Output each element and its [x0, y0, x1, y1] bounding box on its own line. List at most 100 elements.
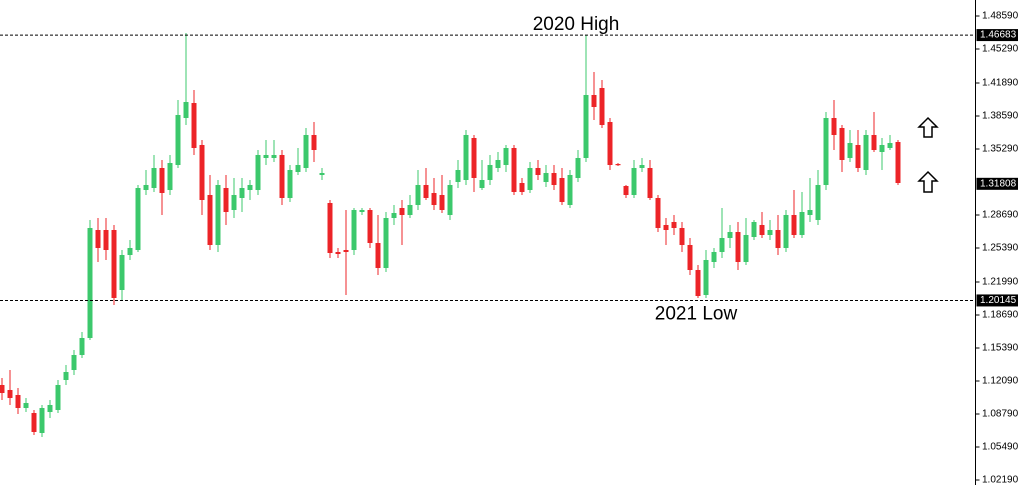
level-price-box: [976, 29, 1018, 42]
candle-body: [695, 270, 701, 296]
y-tick-label: 1.21990: [982, 277, 1018, 288]
y-tick-label: 1.05490: [982, 442, 1018, 453]
candle-body: [47, 405, 53, 412]
candle-body: [767, 230, 773, 235]
candle-body: [295, 165, 301, 172]
candle-body: [175, 115, 181, 165]
candle-body: [527, 168, 533, 190]
candle-body: [375, 243, 381, 268]
candle-body: [503, 148, 509, 165]
candle-body: [287, 170, 293, 198]
y-tick-label: 1.38590: [982, 111, 1018, 122]
candle-body: [815, 185, 821, 220]
candle-body: [583, 95, 589, 158]
candle-body: [511, 148, 517, 192]
candle-body: [359, 210, 365, 212]
candle-body: [751, 222, 757, 237]
candle-body: [719, 238, 725, 252]
candle-body: [71, 355, 77, 370]
y-tick-label: 1.15390: [982, 343, 1018, 354]
candle-body: [655, 198, 661, 228]
candle-body: [423, 185, 429, 198]
candle-body: [23, 403, 29, 408]
candle-body: [631, 168, 637, 195]
candle-body: [79, 338, 85, 355]
candle-body: [551, 173, 557, 185]
candle-body: [471, 138, 477, 178]
y-tick-label: 1.08790: [982, 409, 1018, 420]
last-price-label: 1.31808: [980, 178, 1017, 189]
level-price-label: 1.46683: [980, 30, 1017, 41]
candle-body: [799, 212, 805, 235]
candle-body: [823, 118, 829, 185]
candle-body: [319, 173, 325, 175]
candle-body: [383, 218, 389, 268]
candle-body: [639, 165, 645, 168]
candle-body: [407, 205, 413, 215]
candle-body: [847, 143, 853, 158]
candle-body: [247, 185, 253, 190]
candle-body: [95, 230, 101, 248]
candle-body: [567, 175, 573, 205]
candle-body: [63, 372, 69, 380]
candle-body: [159, 168, 165, 193]
y-tick-label: 1.28690: [982, 210, 1018, 221]
candle-body: [391, 213, 397, 218]
y-tick-label: 1.18690: [982, 310, 1018, 321]
candle-body: [607, 122, 613, 165]
candle-body: [759, 225, 765, 235]
level-price-label: 1.20145: [980, 295, 1017, 306]
candle-body: [311, 135, 317, 150]
candle-body: [743, 235, 749, 262]
plot-area: [0, 33, 901, 437]
candle-body: [783, 215, 789, 248]
candle-body: [183, 102, 189, 118]
candle-body: [399, 208, 405, 215]
y-tick-label: 1.12090: [982, 376, 1018, 387]
candle-body: [151, 168, 157, 188]
candle-body: [863, 135, 869, 170]
candle-body: [167, 163, 173, 190]
candle-body: [599, 88, 605, 125]
candle-body: [103, 230, 109, 250]
candle-body: [807, 210, 813, 215]
candle-body: [87, 228, 93, 338]
candle-body: [559, 178, 565, 202]
candle-body: [647, 168, 653, 198]
candle-body: [215, 185, 221, 245]
candle-body: [591, 95, 597, 107]
level-price-box: [976, 294, 1018, 307]
candle-body: [575, 158, 581, 178]
y-tick-label: 1.48590: [982, 11, 1018, 22]
candle-body: [831, 118, 837, 135]
candle-body: [135, 188, 141, 250]
up-arrow-icon: [917, 170, 939, 193]
y-tick-label: 1.02190: [982, 475, 1018, 485]
candle-body: [703, 260, 709, 295]
candle-body: [119, 255, 125, 290]
candle-body: [887, 143, 893, 148]
candle-body: [239, 188, 245, 198]
candle-body: [343, 250, 349, 252]
candle-body: [895, 142, 901, 183]
candle-body: [735, 232, 741, 262]
candle-body: [495, 160, 501, 168]
candle-body: [15, 395, 21, 408]
candle-body: [303, 135, 309, 168]
candle-body: [279, 155, 285, 198]
candle-body: [463, 135, 469, 180]
y-tick-label: 1.35290: [982, 144, 1018, 155]
candle-body: [415, 185, 421, 205]
candle-body: [271, 155, 277, 158]
candle-body: [439, 195, 445, 210]
level-annotation: 2021 Low: [655, 303, 738, 324]
candle-body: [39, 408, 45, 433]
candle-body: [775, 230, 781, 248]
candle-body: [487, 165, 493, 180]
candle-body: [199, 145, 205, 200]
candle-body: [143, 185, 149, 190]
y-tick-label: 1.41890: [982, 78, 1018, 89]
